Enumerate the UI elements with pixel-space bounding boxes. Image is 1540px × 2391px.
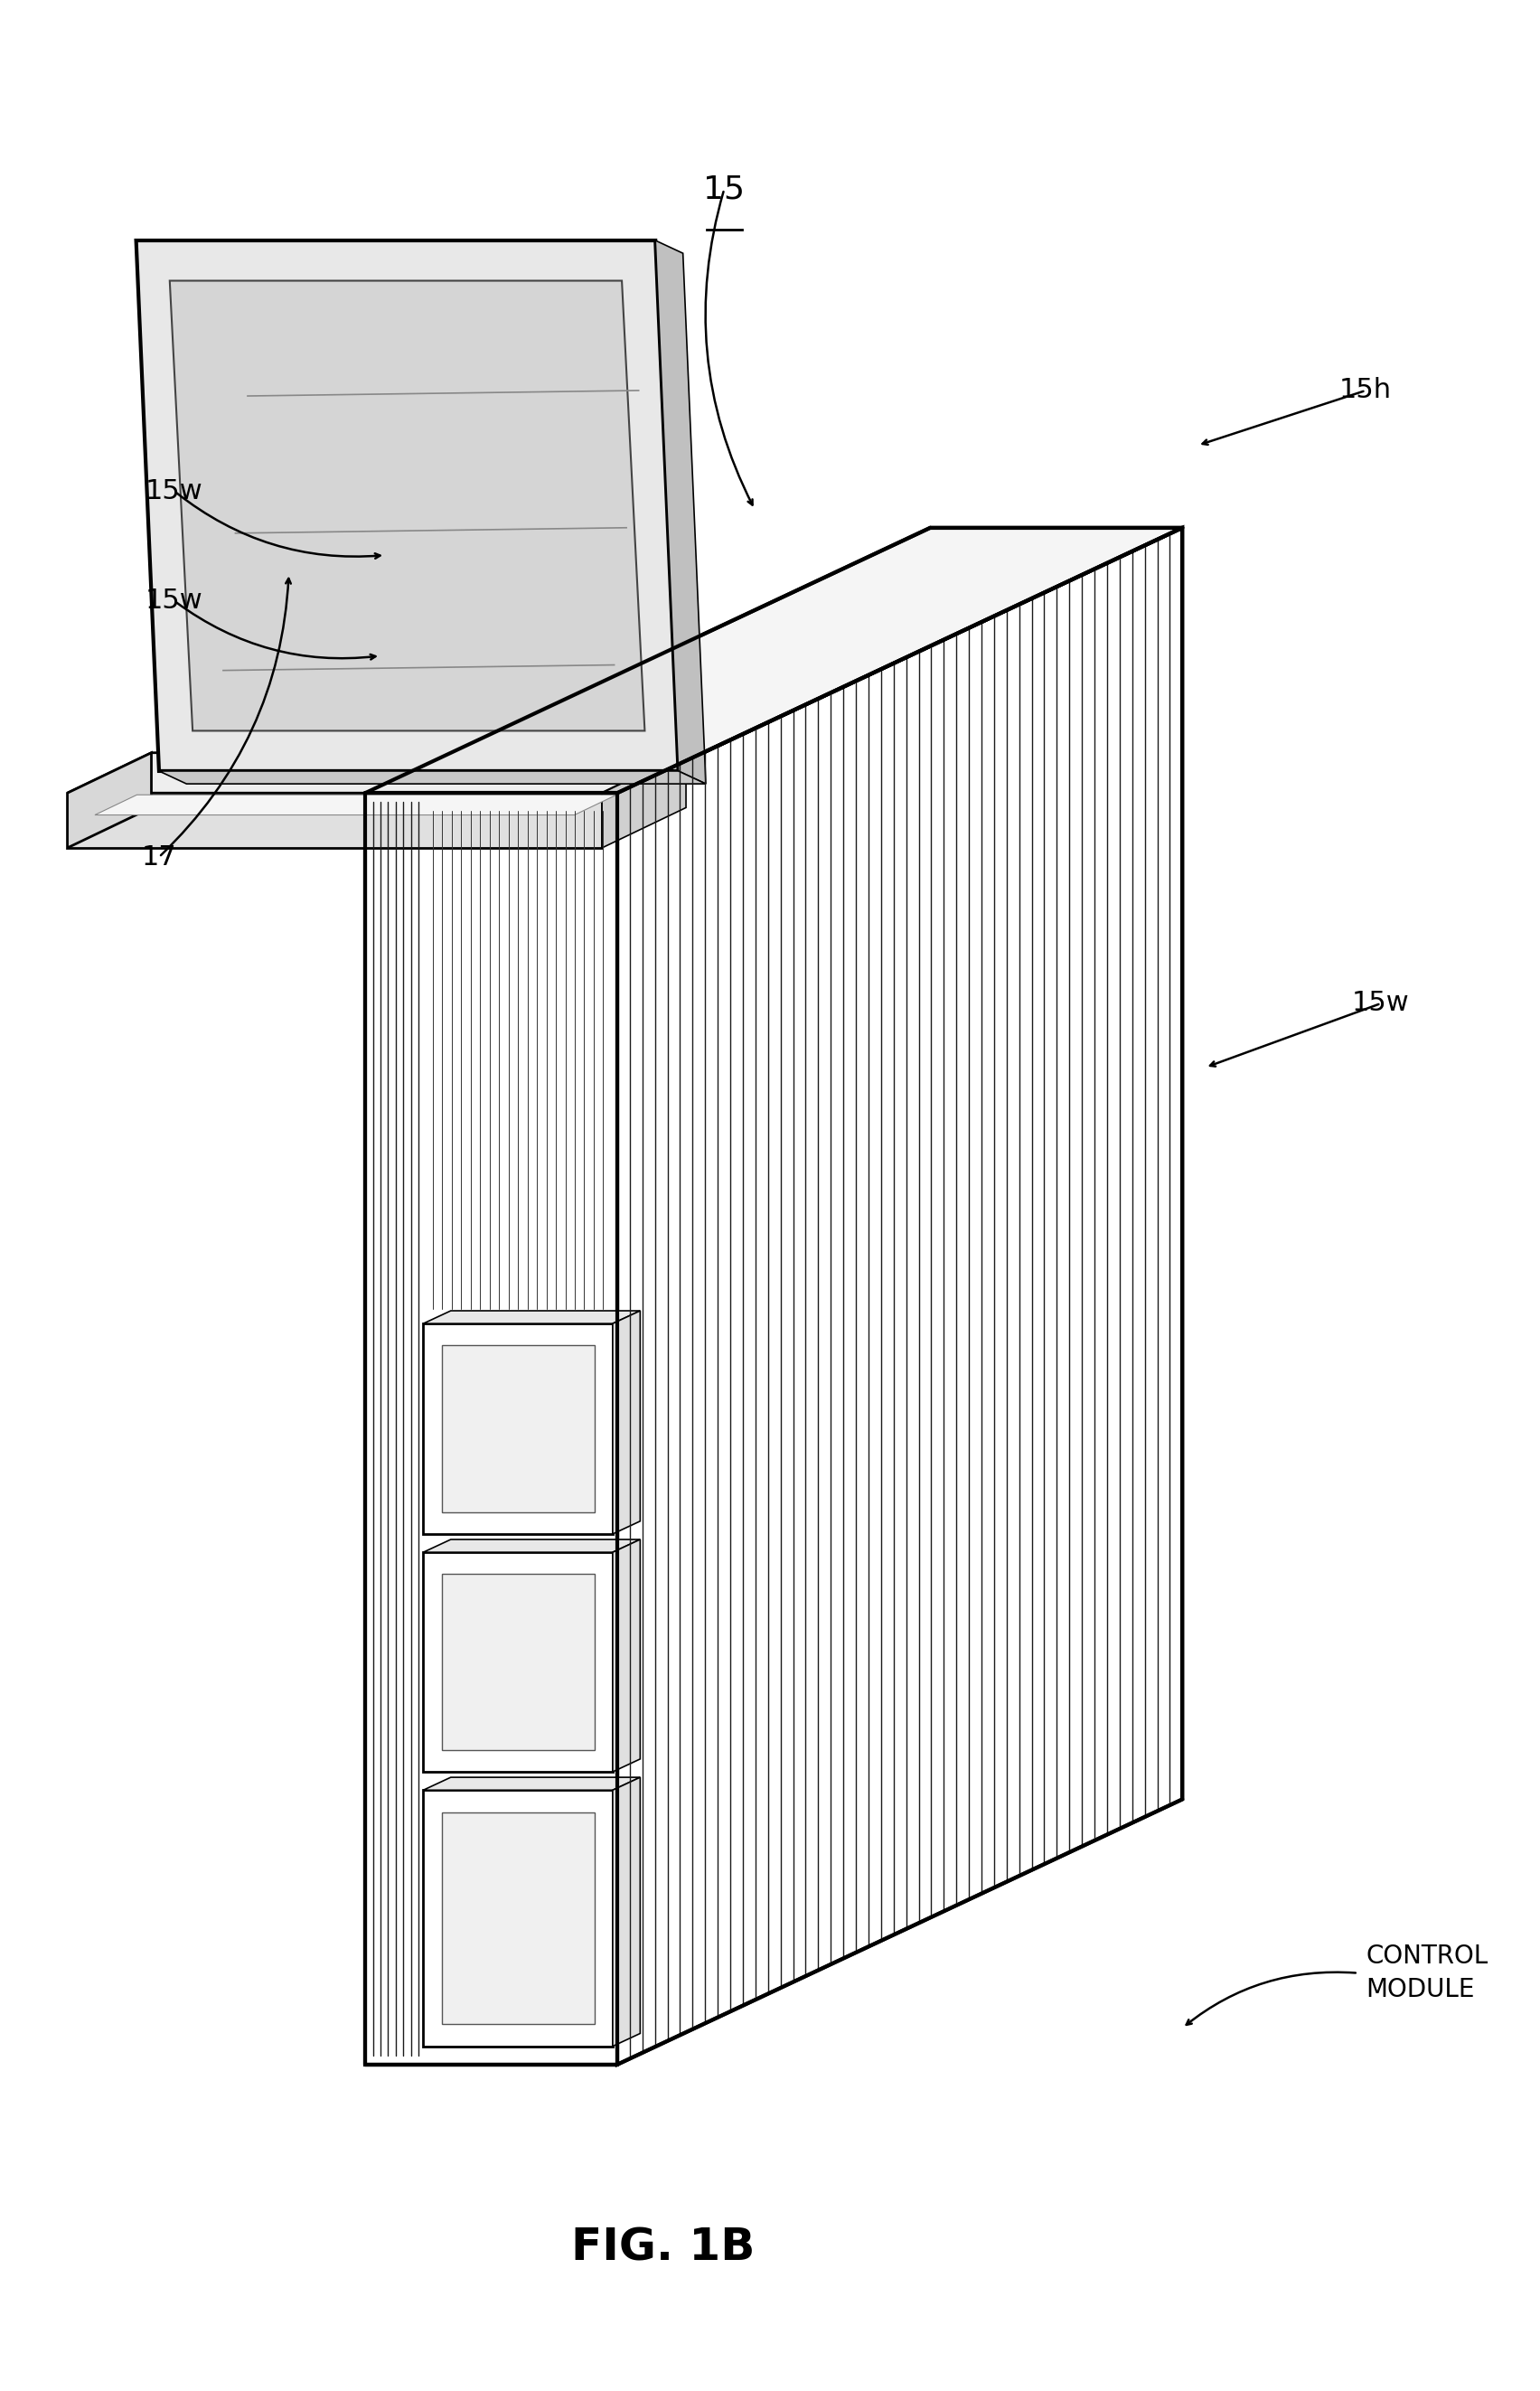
Text: 15w: 15w (1352, 990, 1409, 1016)
Polygon shape (424, 1552, 613, 1772)
Polygon shape (613, 1777, 641, 2047)
Polygon shape (618, 528, 1183, 2063)
Polygon shape (613, 1310, 641, 1535)
Polygon shape (68, 794, 602, 849)
Polygon shape (136, 241, 678, 770)
Polygon shape (95, 794, 616, 815)
Text: 15h: 15h (1340, 378, 1392, 404)
Text: 15w: 15w (145, 478, 203, 505)
Polygon shape (424, 1540, 641, 1552)
Text: 15w: 15w (145, 588, 203, 614)
Polygon shape (159, 770, 705, 784)
Polygon shape (442, 1812, 594, 2025)
Polygon shape (442, 1346, 594, 1511)
Text: CONTROL
MODULE: CONTROL MODULE (1366, 1944, 1488, 2001)
Text: 17: 17 (142, 844, 177, 870)
Polygon shape (365, 528, 1183, 794)
Polygon shape (656, 241, 705, 784)
Polygon shape (68, 753, 151, 849)
Polygon shape (68, 753, 685, 794)
Polygon shape (424, 1777, 641, 1791)
Polygon shape (442, 1573, 594, 1750)
Polygon shape (365, 794, 618, 2063)
Polygon shape (424, 1310, 641, 1325)
Polygon shape (424, 1791, 613, 2047)
Text: 15: 15 (704, 175, 745, 206)
Polygon shape (602, 753, 685, 849)
Polygon shape (424, 1325, 613, 1535)
Polygon shape (169, 280, 645, 732)
Text: FIG. 1B: FIG. 1B (571, 2226, 755, 2269)
Polygon shape (613, 1540, 641, 1772)
